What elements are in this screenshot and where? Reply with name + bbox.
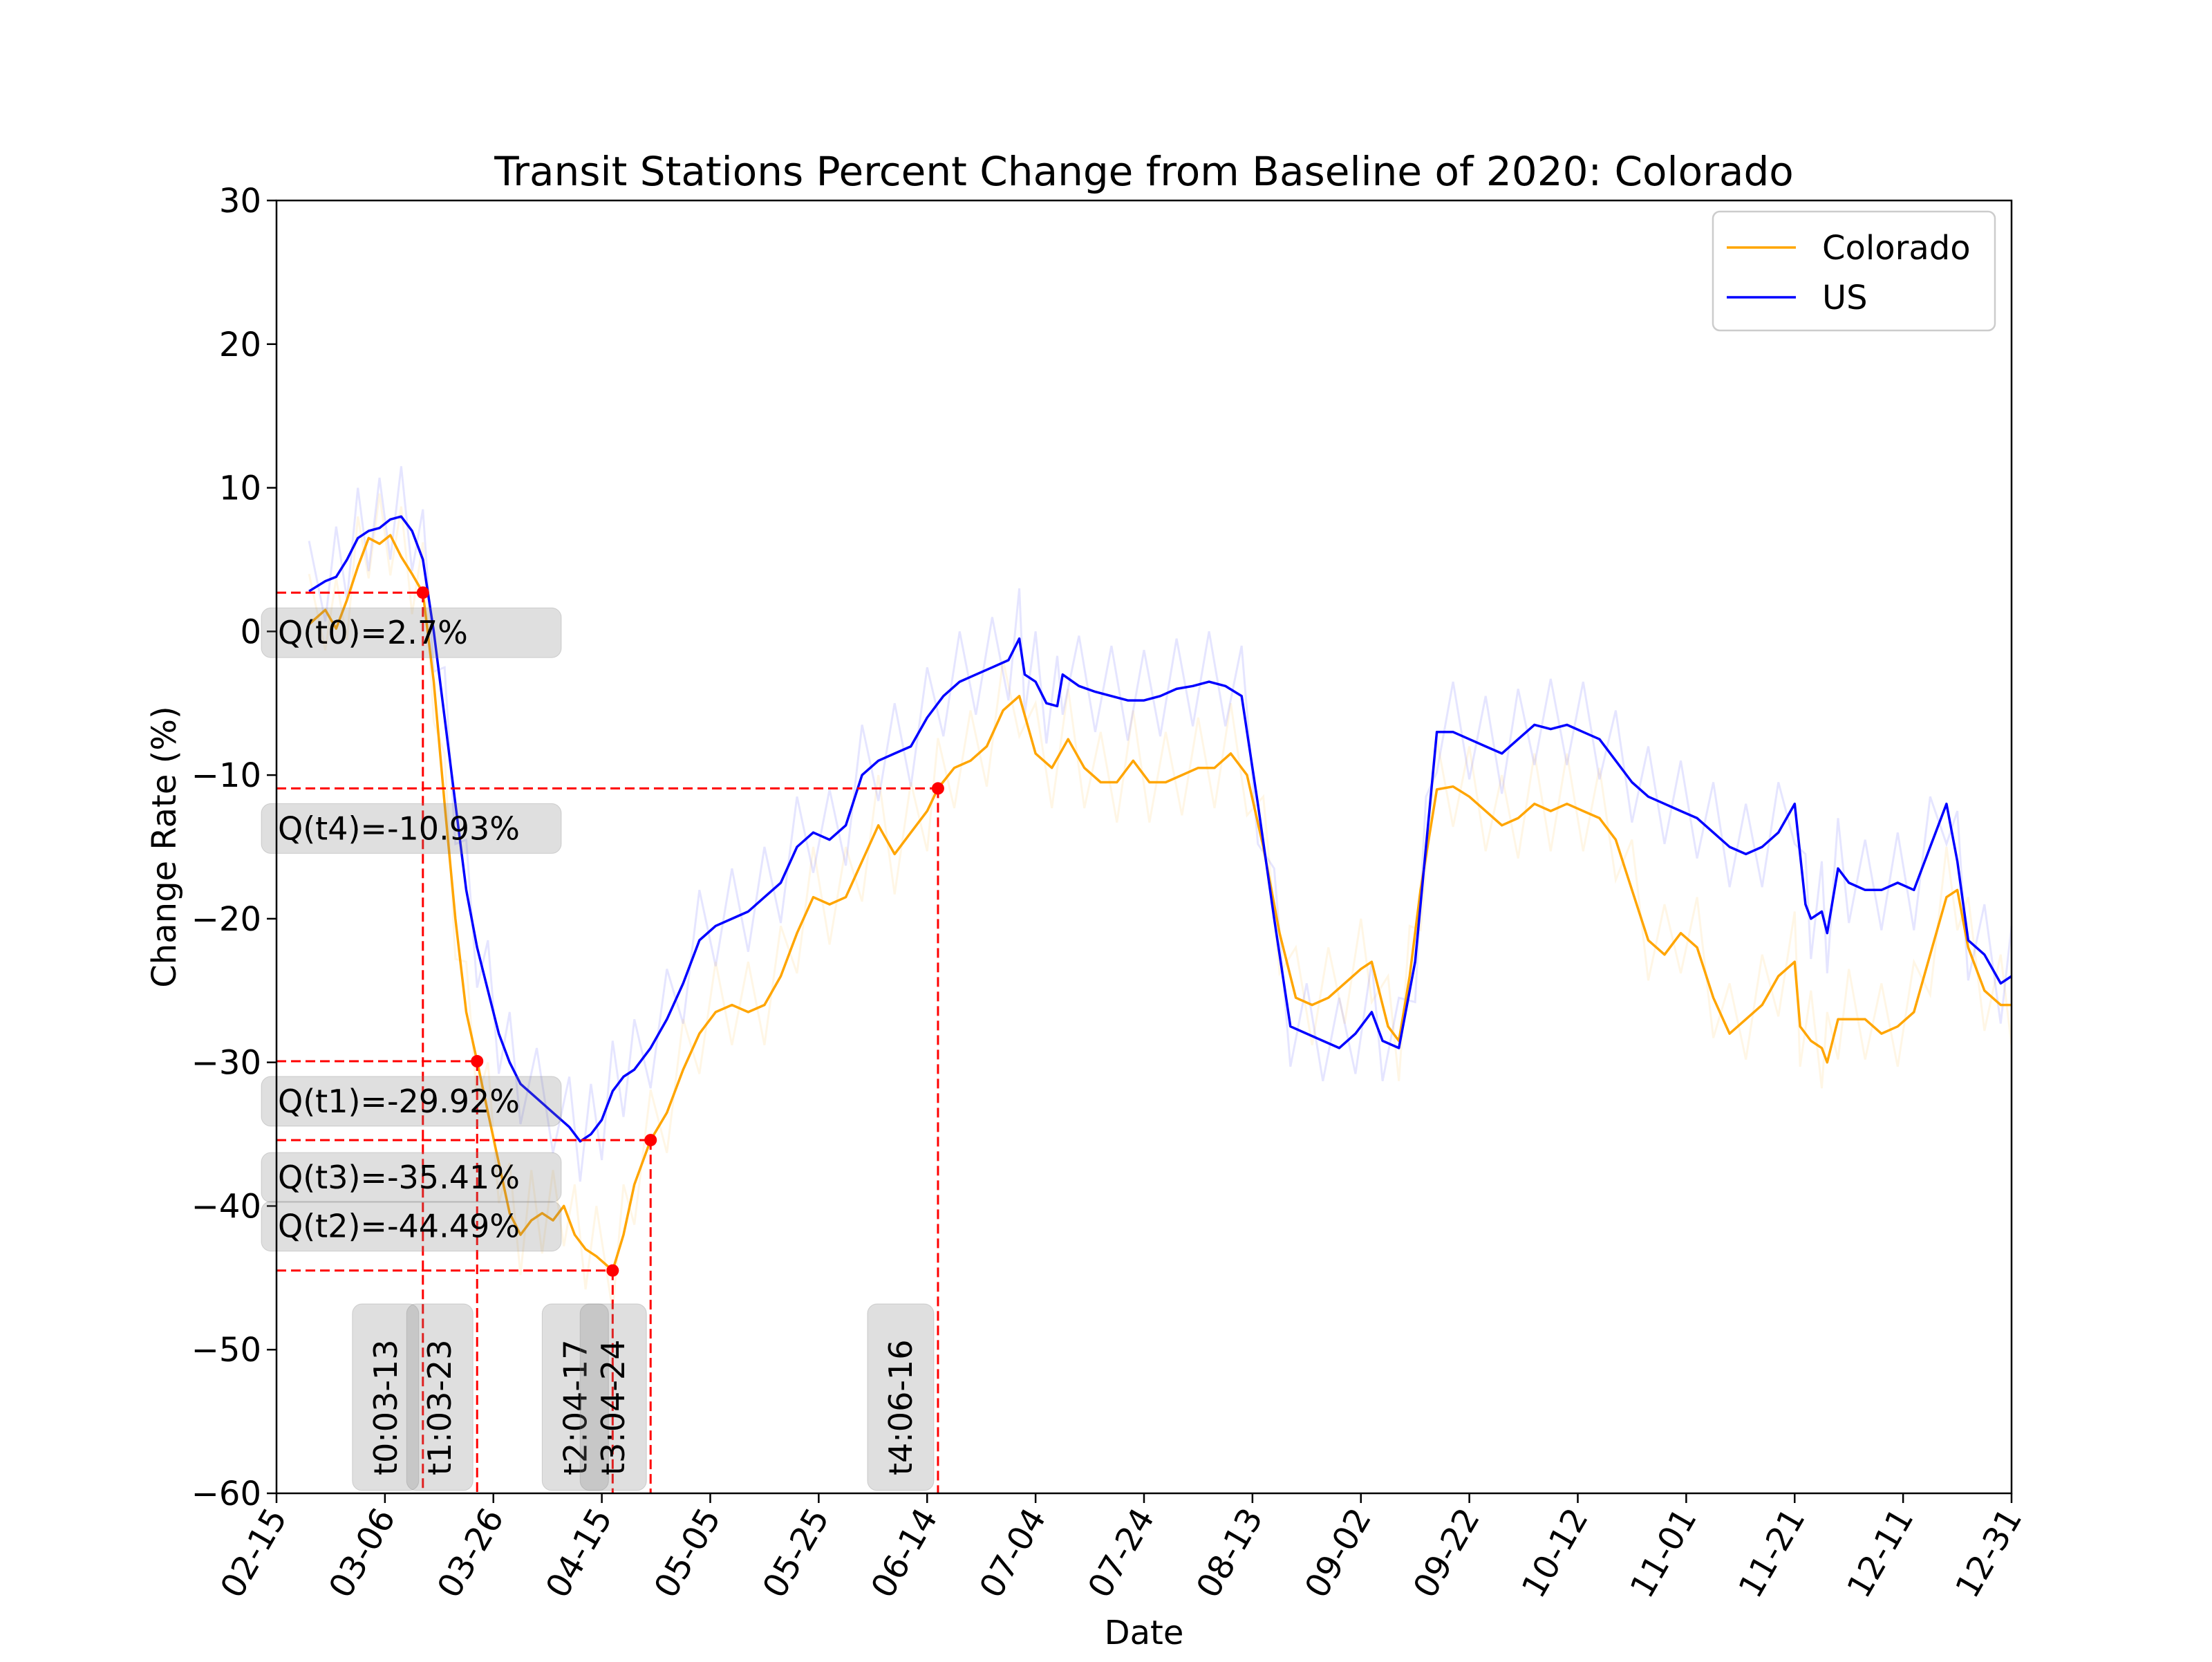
key-point-value-label: Q(t3)=-35.41%: [278, 1159, 520, 1196]
key-point-date-box: [867, 1303, 935, 1491]
x-tick-label: 11-21: [1731, 1502, 1812, 1605]
x-tick-label: 11-01: [1623, 1502, 1705, 1605]
y-tick-label: 0: [240, 613, 261, 651]
y-tick-label: −20: [191, 900, 261, 939]
x-tick-label: 10-12: [1515, 1502, 1596, 1605]
key-point-date-label: t0:03-13: [367, 1340, 404, 1475]
series-line-colorado: [308, 534, 2012, 1272]
x-tick-label: 05-25: [756, 1502, 837, 1605]
series-line-us: [308, 515, 2012, 1143]
x-tick-label: 06-14: [863, 1502, 945, 1605]
x-tick-label: 03-06: [321, 1502, 403, 1605]
x-tick-label: 05-05: [647, 1502, 729, 1605]
x-tick-label: 09-02: [1297, 1502, 1379, 1605]
key-point-marker: [416, 586, 429, 599]
key-point-marker: [644, 1134, 657, 1147]
key-point-date-label: t4:06-16: [882, 1340, 919, 1475]
x-tick-label: 07-04: [972, 1502, 1053, 1605]
key-point-value-box: [261, 803, 562, 854]
key-point-value-box: [261, 1201, 562, 1252]
key-point-marker: [931, 782, 944, 795]
chart-title: Transit Stations Percent Change from Bas…: [494, 148, 1794, 195]
legend-label: US: [1822, 279, 1868, 317]
key-point-marker: [606, 1264, 619, 1277]
x-tick-label: 07-24: [1080, 1502, 1162, 1605]
x-axis-label: Date: [1105, 1614, 1184, 1652]
x-tick-label: 12-31: [1948, 1502, 2030, 1605]
series-raw-line: [308, 466, 2013, 1182]
y-tick-label: −10: [191, 756, 261, 795]
key-point-date-box: [579, 1303, 647, 1491]
key-point-value-label: Q(t1)=-29.92%: [278, 1083, 520, 1120]
x-tick-label: 03-26: [430, 1502, 512, 1605]
y-tick-label: −50: [191, 1331, 261, 1370]
y-tick-label: −30: [191, 1044, 261, 1083]
x-tick-label: 08-13: [1189, 1502, 1271, 1605]
y-tick-label: −60: [191, 1475, 261, 1513]
x-tick-label: 02-15: [213, 1502, 294, 1605]
key-point-marker: [471, 1055, 484, 1068]
series-raw-line: [308, 493, 2013, 1311]
y-tick-label: 10: [219, 469, 261, 508]
key-point-date-label: t2:04-17: [556, 1340, 594, 1475]
x-tick-label: 12-11: [1839, 1502, 1921, 1605]
x-tick-label: 04-15: [538, 1502, 620, 1605]
key-point-date-box: [352, 1303, 420, 1491]
key-point-value-box: [261, 1076, 562, 1127]
x-tick-label: 09-22: [1406, 1502, 1488, 1605]
key-point-value-label: Q(t2)=-44.49%: [278, 1208, 520, 1245]
key-point-value-label: Q(t0)=2.7%: [278, 614, 468, 651]
key-point-value-box: [261, 607, 562, 658]
y-axis-label: Change Rate (%): [145, 706, 184, 987]
y-tick-label: −40: [191, 1187, 261, 1226]
y-tick-label: 30: [219, 182, 261, 221]
y-tick-label: 20: [219, 326, 261, 364]
legend-box: [1712, 210, 1996, 332]
key-point-value-box: [261, 1152, 562, 1203]
legend-label: Colorado: [1822, 229, 1971, 268]
key-point-date-label: t3:04-24: [594, 1340, 632, 1475]
key-point-date-label: t1:03-23: [421, 1340, 458, 1475]
key-point-date-box: [406, 1303, 474, 1491]
key-point-value-label: Q(t4)=-10.93%: [278, 810, 520, 847]
plot-frame: [275, 199, 2013, 1495]
key-point-date-box: [541, 1303, 609, 1491]
